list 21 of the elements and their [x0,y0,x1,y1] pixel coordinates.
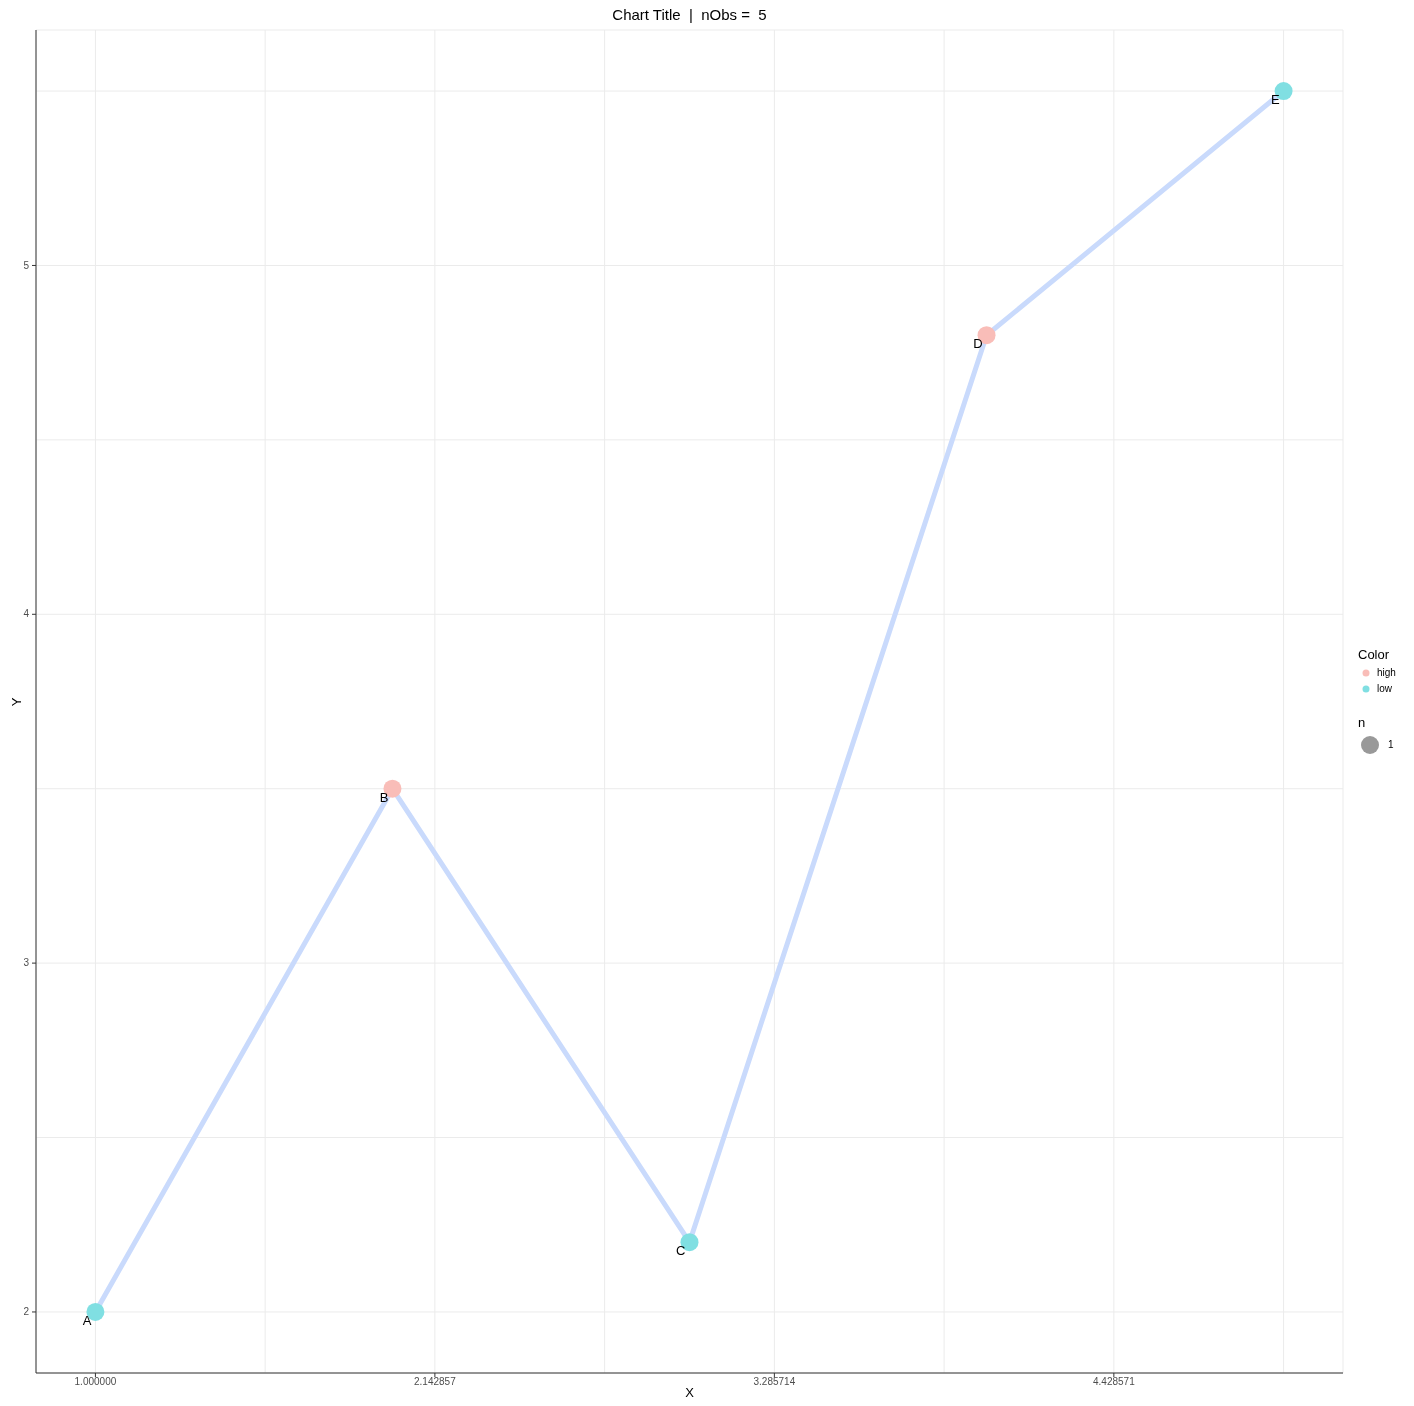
annotation: D [973,336,983,352]
annotation: A [82,1312,92,1328]
x-axis-title: X [685,1385,694,1400]
y-tick-label: 5 [23,259,30,271]
x-tick-label: 1.000000 [74,1376,117,1388]
annotation: B [379,789,389,805]
y-tick-label: 2 [23,1306,30,1318]
legend-title: Color [1358,646,1391,662]
annotation: C [676,1243,686,1259]
x-tick-label: 4.428571 [1092,1376,1136,1388]
chart-title: Chart Title | nObs = 5 [611,6,768,23]
x-tick-label: 2.142857 [414,1376,457,1388]
y-tick-label: 3 [23,957,30,969]
annotation: E [1270,92,1280,108]
text: n [1358,714,1367,730]
y-axis-title: Y [8,697,24,706]
legend-label: 1 [1388,739,1394,750]
y-tick-label: 4 [23,608,30,620]
legend-label: low [1377,683,1393,694]
legend-label: high [1377,667,1396,678]
x-tick-label: 3.285714 [753,1376,796,1388]
